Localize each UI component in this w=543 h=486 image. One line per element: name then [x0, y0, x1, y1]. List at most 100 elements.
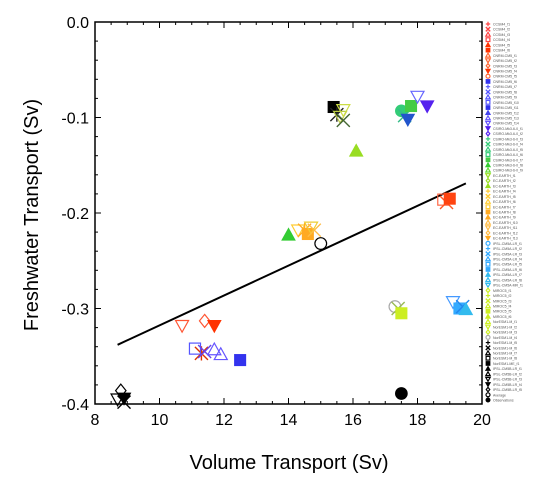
legend-marker	[485, 89, 491, 95]
legend-marker	[484, 161, 492, 168]
legend-marker	[485, 193, 491, 200]
legend-label: EC-EARTH_f4	[493, 190, 516, 194]
legend: CCSM4_f1CCSM4_f2CCSM4_f3CCSM4_f4CCSM4_f5…	[484, 21, 523, 403]
legend-label: NorESM1-M_f5	[493, 341, 517, 345]
axes	[94, 21, 483, 405]
legend-label: MIROC5_f3	[493, 299, 512, 303]
legend-marker	[485, 73, 491, 79]
legend-label: MIROC5_f1	[493, 289, 512, 293]
legend-marker	[484, 376, 492, 383]
legend-label: NorESM1-M_f2	[493, 325, 517, 329]
legend-marker	[484, 109, 492, 116]
x-tick-label: 18	[409, 412, 427, 429]
legend-marker	[484, 41, 492, 48]
legend-marker	[484, 213, 492, 220]
plot-frame	[94, 21, 483, 405]
legend-label: EC-EARTH_f13	[493, 237, 518, 241]
x-tick-label: 14	[280, 412, 298, 429]
legend-label: CNRM-CM5_f11	[493, 106, 519, 110]
legend-marker	[485, 397, 491, 403]
legend-marker	[485, 188, 491, 194]
legend-label: NorESM1-ME_f1	[493, 362, 520, 366]
legend-label: EC-EARTH_f3	[493, 184, 516, 188]
x-axis-title: Volume Transport (Sv)	[190, 452, 389, 474]
legend-marker	[484, 182, 492, 189]
legend-label: CNRM-CM5_f4	[493, 70, 517, 74]
legend-label: NorESM1-M_f8	[493, 357, 517, 361]
legend-label: CNRM-CM5_f1	[493, 54, 517, 58]
legend-label: EC-EARTH_f6	[493, 200, 516, 204]
legend-label: CSIRO-Mk3-6-0_f3	[493, 137, 523, 141]
legend-marker	[485, 287, 491, 294]
legend-label: CSIRO-Mk3-6-0_f4	[493, 143, 523, 147]
legend-marker	[485, 209, 491, 215]
legend-label: NorESM1-M_f4	[493, 336, 517, 340]
legend-marker	[485, 62, 491, 69]
legend-marker	[484, 276, 492, 283]
legend-label: CSIRO-Mk3-6-0_f2	[493, 132, 523, 136]
legend-marker	[485, 361, 491, 366]
y-tick-label: -0.4	[61, 397, 89, 414]
legend-label: CNRM-CM5_f14	[493, 122, 519, 126]
data-point	[443, 192, 456, 205]
legend-marker	[485, 84, 491, 89]
legend-marker	[485, 136, 491, 142]
legend-label: CCSM4_f2	[493, 28, 510, 32]
legend-marker	[484, 58, 492, 64]
legend-label: CNRM-CM5_f2	[493, 59, 517, 63]
legend-label: IPSL-CM5B-LR_f5	[493, 388, 522, 392]
legend-marker	[485, 345, 491, 351]
legend-label: CSIRO-Mk3-6-0_f8	[493, 164, 523, 168]
legend-marker	[485, 334, 491, 340]
data-point	[197, 344, 212, 359]
legend-marker	[484, 282, 492, 289]
data-point	[395, 387, 408, 400]
y-tick-label: 0.0	[67, 15, 89, 32]
data-point	[290, 224, 306, 238]
data-point	[419, 100, 435, 114]
legend-label: EC-EARTH_f8	[493, 211, 516, 215]
legend-marker	[485, 177, 491, 184]
legend-label: Average	[493, 393, 506, 397]
data-point	[314, 237, 328, 251]
legend-marker	[484, 271, 492, 277]
legend-label: NorESM1-M_f6	[493, 346, 517, 350]
legend-marker	[484, 313, 492, 319]
legend-marker	[485, 246, 491, 251]
legend-label: IPSL-CM5A-LR_f3	[493, 252, 522, 256]
legend-marker	[484, 219, 492, 225]
legend-label: MIROC5_f5	[493, 310, 512, 314]
legend-label: CCSM4_f4	[493, 38, 510, 42]
legend-marker	[485, 308, 491, 314]
legend-marker	[485, 152, 491, 158]
legend-marker	[484, 93, 492, 100]
legend-marker	[484, 365, 492, 371]
legend-marker	[485, 204, 491, 210]
legend-marker	[484, 166, 492, 173]
data-point	[301, 227, 314, 241]
legend-marker	[485, 26, 491, 32]
legend-marker	[484, 145, 492, 152]
data-point	[409, 90, 426, 105]
legend-label: NorESM1-M_f1	[493, 320, 517, 324]
legend-marker	[485, 79, 491, 84]
legend-marker	[485, 298, 491, 304]
legend-label: IPSL-CM5A-LR_f7	[493, 273, 522, 277]
legend-marker	[484, 126, 492, 132]
legend-label: IPSL-CM5B-LR_f1	[493, 367, 522, 371]
data-point	[188, 342, 202, 355]
legend-label: CCSM4_f3	[493, 33, 510, 37]
legend-label: MIROC5_f2	[493, 294, 512, 298]
legend-label: CNRM-CM5_f9	[493, 96, 517, 100]
legend-marker	[485, 47, 491, 53]
legend-marker	[484, 31, 492, 37]
data-point	[117, 395, 132, 410]
legend-marker	[485, 392, 491, 398]
data-point	[307, 223, 322, 238]
legend-marker	[485, 261, 491, 267]
legend-label: EC-EARTH_f2	[493, 179, 516, 183]
legend-marker	[484, 51, 492, 58]
x-tick-label: 10	[151, 412, 169, 429]
data-point	[335, 104, 351, 118]
legend-marker	[484, 225, 492, 232]
